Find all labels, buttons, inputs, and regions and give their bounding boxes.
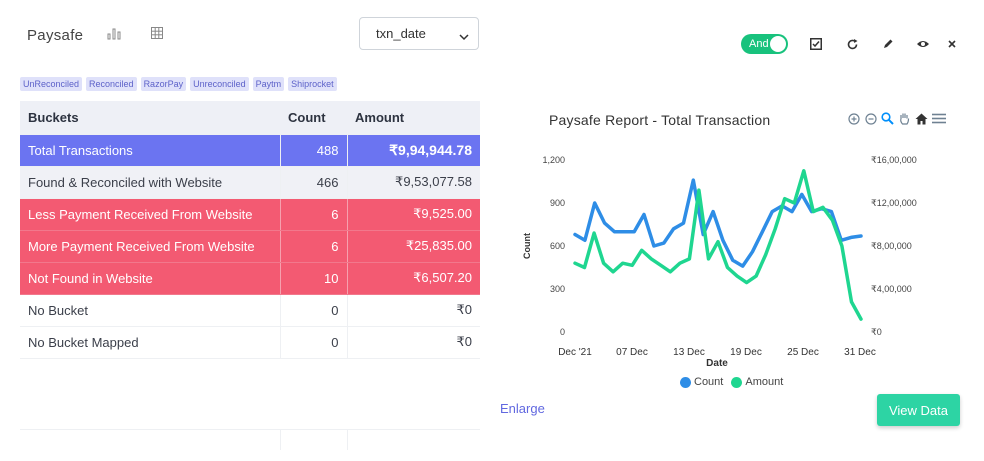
- amount-cell: ₹0: [347, 294, 480, 327]
- bar-chart-icon[interactable]: [104, 25, 124, 43]
- count-cell: 6: [279, 230, 348, 263]
- eye-icon[interactable]: [915, 36, 931, 52]
- y-left-tick-label: 900: [550, 198, 565, 208]
- x-tick-label: 13 Dec: [673, 347, 705, 358]
- legend-marker: [680, 376, 691, 388]
- home-reset-icon[interactable]: [914, 111, 929, 126]
- toggle-knob: [770, 36, 786, 52]
- bucket-name-cell: Not Found in Website: [20, 262, 280, 295]
- amount-cell: ₹6,507.20: [347, 262, 480, 295]
- y-right-tick-label: ₹0: [871, 327, 882, 337]
- checkbox-icon[interactable]: [808, 36, 824, 52]
- table-grid-icon[interactable]: [148, 24, 166, 42]
- chart-legend: Count Amount: [680, 376, 783, 388]
- table-row[interactable]: More Payment Received From Website 6 ₹25,8…: [20, 230, 480, 263]
- zoom-out-icon[interactable]: [863, 111, 878, 126]
- edit-icon[interactable]: [880, 36, 896, 52]
- filter-tags: UnReconciled Reconciled RazorPay Unrecon…: [20, 77, 337, 91]
- y-left-tick-label: 300: [550, 284, 565, 294]
- chart-title: Paysafe Report - Total Transaction: [549, 112, 771, 128]
- count-cell: 0: [279, 326, 348, 359]
- legend-label: Amount: [745, 376, 784, 388]
- line-chart: 0 300 600 900 1,200 ₹0 ₹4,00,000 ₹8,00,000 ₹12,0…: [522, 155, 930, 369]
- table-row[interactable]: No Bucket Mapped 0 ₹0: [20, 326, 480, 359]
- x-tick-label: 19 Dec: [730, 347, 762, 358]
- x-tick-label: Dec '21: [558, 347, 592, 358]
- count-cell: 466: [279, 166, 348, 199]
- table-row[interactable]: Total Transactions 488 ₹9,94,944.78: [20, 134, 480, 167]
- x-tick-label: 31 Dec: [844, 347, 876, 358]
- date-field-select[interactable]: txn_date: [359, 17, 479, 50]
- amount-cell: ₹9,53,077.58: [347, 166, 480, 199]
- y-left-axis-title: Count: [522, 233, 532, 259]
- legend-item-count[interactable]: Count: [680, 376, 723, 388]
- zoom-select-icon[interactable]: [880, 111, 895, 126]
- table-row[interactable]: Found & Reconciled with Website 466 ₹9,53,…: [20, 166, 480, 199]
- series-line-count: [573, 178, 863, 268]
- table-header-row: Buckets Count Amount: [20, 101, 480, 135]
- column-header-count: Count: [280, 101, 347, 135]
- legend-marker: [731, 376, 743, 388]
- y-right-tick-label: ₹16,00,000: [871, 155, 917, 165]
- bucket-name-cell: No Bucket: [20, 294, 280, 327]
- y-right-axis-title: Amount: [928, 221, 930, 255]
- legend-label: Count: [694, 376, 724, 388]
- and-or-toggle[interactable]: And: [741, 34, 788, 54]
- table-row[interactable]: Less Payment Received From Website 6 ₹9,52…: [20, 198, 480, 231]
- chart-menu-icon[interactable]: [931, 111, 946, 126]
- table-empty-row: [20, 429, 480, 450]
- refresh-icon[interactable]: [844, 36, 860, 52]
- view-data-button[interactable]: View Data: [877, 394, 960, 426]
- amount-cell: ₹0: [347, 326, 480, 359]
- legend-item-amount[interactable]: Amount: [731, 376, 783, 388]
- close-icon[interactable]: [944, 36, 960, 52]
- chart-toolbar: [846, 111, 946, 126]
- x-tick-label: 07 Dec: [616, 347, 648, 358]
- filter-tag[interactable]: RazorPay: [140, 77, 187, 91]
- series-line-amount: [573, 169, 863, 321]
- amount-cell: ₹9,525.00: [347, 198, 480, 231]
- amount-cell: ₹9,94,944.78: [347, 134, 480, 167]
- bucket-name-cell: Found & Reconciled with Website: [20, 166, 280, 199]
- bucket-name-cell: No Bucket Mapped: [20, 326, 280, 359]
- x-axis-title: Date: [706, 358, 728, 369]
- y-right-tick-label: ₹12,00,000: [871, 198, 917, 208]
- column-header-amount: Amount: [347, 101, 480, 135]
- page-title: Paysafe: [27, 27, 84, 44]
- date-field-value: txn_date: [376, 26, 426, 41]
- y-right-tick-label: ₹4,00,000: [871, 284, 912, 294]
- column-header-buckets: Buckets: [20, 101, 280, 135]
- y-left-tick-label: 1,200: [542, 155, 565, 165]
- x-tick-label: 25 Dec: [787, 347, 819, 358]
- count-cell: 6: [279, 198, 348, 231]
- y-left-tick-label: 0: [560, 327, 565, 337]
- pan-hand-icon[interactable]: [897, 111, 912, 126]
- buckets-table: Buckets Count Amount Total Transactions 4…: [20, 101, 480, 359]
- filter-tag[interactable]: UnReconciled: [20, 77, 83, 91]
- count-cell: 10: [279, 262, 348, 295]
- toggle-label: And: [749, 38, 769, 50]
- y-left-tick-label: 600: [550, 241, 565, 251]
- count-cell: 0: [279, 294, 348, 327]
- filter-tag[interactable]: Unreconciled: [190, 77, 249, 91]
- table-row[interactable]: Not Found in Website 10 ₹6,507.20: [20, 262, 480, 295]
- bucket-name-cell: Total Transactions: [20, 134, 280, 167]
- table-row[interactable]: No Bucket 0 ₹0: [20, 294, 480, 327]
- filter-tag[interactable]: Shiprocket: [288, 77, 337, 91]
- bucket-name-cell: More Payment Received From Website: [20, 230, 280, 263]
- y-right-tick-label: ₹8,00,000: [871, 241, 912, 251]
- zoom-in-icon[interactable]: [846, 111, 861, 126]
- amount-cell: ₹25,835.00: [347, 230, 480, 263]
- enlarge-link[interactable]: Enlarge: [500, 401, 545, 416]
- count-cell: 488: [279, 134, 348, 167]
- chevron-down-icon: [459, 29, 469, 44]
- filter-tag[interactable]: Reconciled: [86, 77, 137, 91]
- bucket-name-cell: Less Payment Received From Website: [20, 198, 280, 231]
- filter-tag[interactable]: Paytm: [252, 77, 285, 91]
